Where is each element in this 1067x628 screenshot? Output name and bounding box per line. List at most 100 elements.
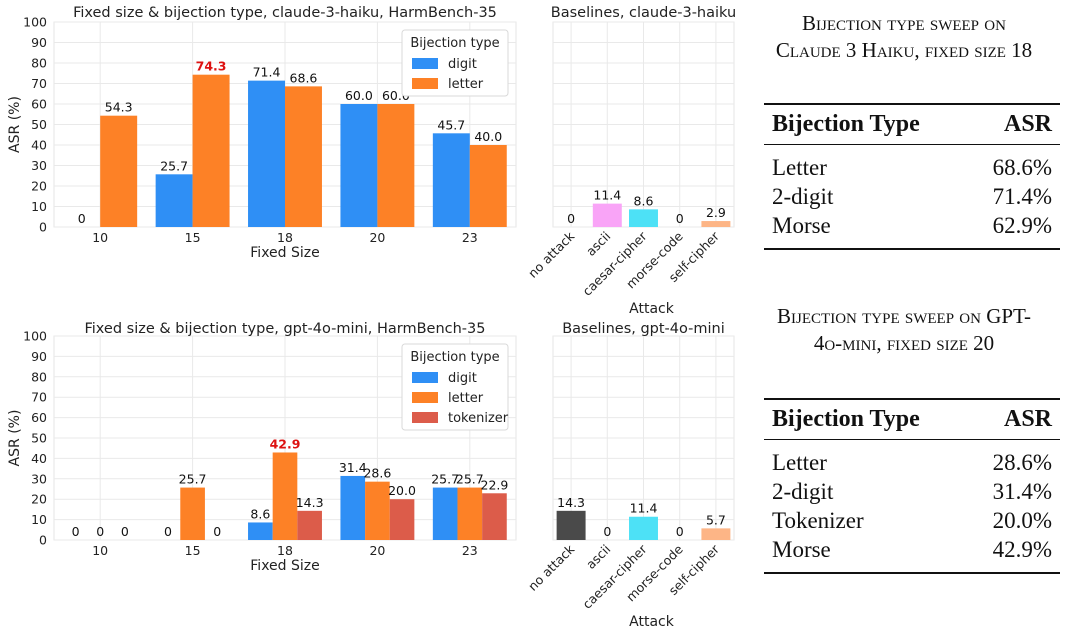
x-tick-label: 10 bbox=[92, 543, 108, 558]
table-2-row-asr: 28.6% bbox=[992, 450, 1052, 475]
bar-digit bbox=[248, 522, 273, 540]
bar-value-label: 0 bbox=[164, 524, 172, 539]
bar-value-label: 54.3 bbox=[105, 100, 133, 115]
y-tick-label: 60 bbox=[31, 97, 47, 112]
bar-letter bbox=[469, 145, 507, 227]
y-tick-label: 0 bbox=[39, 220, 47, 235]
y-tick-label: 80 bbox=[31, 56, 47, 71]
x-tick-label: 15 bbox=[185, 543, 201, 558]
bar-letter bbox=[365, 481, 390, 540]
bar-no-attack bbox=[556, 510, 586, 540]
table-1-header-type: Bijection Type bbox=[772, 111, 920, 137]
table-1-row-type: Letter bbox=[772, 155, 827, 180]
x-tick-label: 20 bbox=[369, 543, 385, 558]
bar-value-label: 25.7 bbox=[456, 472, 484, 487]
x-tick-label: no attack bbox=[525, 541, 578, 594]
y-tick-label: 100 bbox=[23, 329, 47, 344]
legend-swatch-letter bbox=[412, 392, 438, 403]
bar-value-label: 0 bbox=[72, 524, 80, 539]
table-2-header-asr: ASR bbox=[1003, 406, 1052, 432]
bar-value-label: 0 bbox=[676, 211, 684, 226]
table-1-row-asr: 68.6% bbox=[992, 155, 1052, 180]
bar-value-label: 31.4 bbox=[339, 460, 367, 475]
table-1-row-asr: 71.4% bbox=[992, 184, 1052, 209]
table-1-row-type: Morse bbox=[772, 213, 831, 238]
bar-value-label: 45.7 bbox=[437, 117, 465, 132]
table-2-row-type: 2-digit bbox=[772, 479, 834, 504]
y-tick-label: 10 bbox=[31, 512, 47, 527]
y-tick-label: 40 bbox=[31, 451, 47, 466]
table-2-row-asr: 31.4% bbox=[992, 479, 1052, 504]
chart-title: Baselines, gpt-4o-mini bbox=[562, 321, 725, 337]
x-tick-label: 15 bbox=[185, 230, 201, 245]
legend-title: Bijection type bbox=[410, 350, 499, 365]
legend-swatch-digit bbox=[412, 372, 438, 383]
y-tick-label: 20 bbox=[31, 179, 47, 194]
bar-letter bbox=[285, 86, 322, 228]
bar-value-label: 14.3 bbox=[557, 495, 585, 510]
y-tick-label: 50 bbox=[31, 431, 47, 446]
bar-value-label: 22.9 bbox=[481, 477, 509, 492]
bar-tokenizer bbox=[389, 499, 415, 540]
bar-letter bbox=[192, 74, 230, 227]
x-tick-label: 18 bbox=[277, 543, 293, 558]
x-axis-label: Attack bbox=[629, 614, 675, 628]
chart-title: Baselines, claude-3-haiku bbox=[551, 5, 736, 21]
bar-value-label: 5.7 bbox=[706, 512, 726, 527]
legend-label: digit bbox=[448, 57, 477, 72]
y-tick-label: 70 bbox=[31, 76, 47, 91]
y-tick-label: 40 bbox=[31, 138, 47, 153]
legend-label: digit bbox=[448, 371, 477, 386]
bar-value-label: 0 bbox=[567, 211, 575, 226]
bar-tokenizer bbox=[482, 493, 507, 540]
bar-digit bbox=[432, 133, 470, 227]
x-tick-label: ascii bbox=[583, 542, 613, 572]
y-tick-label: 60 bbox=[31, 410, 47, 425]
bar-value-label: 25.7 bbox=[179, 472, 207, 487]
table-2-row-asr: 20.0% bbox=[992, 508, 1052, 533]
bar-letter bbox=[377, 104, 415, 227]
x-tick-label: ascii bbox=[583, 229, 613, 259]
bar-digit bbox=[248, 80, 285, 227]
bar-value-label: 60.0 bbox=[345, 88, 373, 103]
x-tick-label: no attack bbox=[525, 228, 578, 281]
bar-digit bbox=[432, 487, 458, 540]
x-tick-label: 18 bbox=[277, 230, 293, 245]
bar-value-label: 28.6 bbox=[363, 466, 391, 481]
y-tick-label: 70 bbox=[31, 390, 47, 405]
x-tick-label: 23 bbox=[462, 543, 478, 558]
legend-label: tokenizer bbox=[448, 411, 509, 426]
bar-value-label: 71.4 bbox=[253, 65, 281, 80]
bar-letter bbox=[100, 115, 138, 227]
y-tick-label: 80 bbox=[31, 369, 47, 384]
bar-value-label: 68.6 bbox=[290, 70, 318, 85]
bar-value-label: 74.3 bbox=[196, 59, 227, 74]
legend-label: letter bbox=[448, 391, 484, 406]
table-2-caption: Bijection type sweep on GPT-4o-mini, fix… bbox=[777, 304, 1031, 355]
table-2-row-type: Tokenizer bbox=[772, 508, 864, 533]
table-2-row-asr: 42.9% bbox=[992, 537, 1052, 562]
bar-caesar-cipher bbox=[629, 516, 658, 540]
table-1-header-asr: ASR bbox=[1003, 111, 1052, 137]
bar-value-label: 0 bbox=[96, 524, 104, 539]
legend-swatch-tokenizer bbox=[412, 412, 438, 423]
bar-value-label: 8.6 bbox=[634, 193, 654, 208]
bar-value-label: 0 bbox=[121, 524, 129, 539]
bar-caesar-cipher bbox=[629, 209, 658, 227]
bar-digit bbox=[155, 174, 193, 227]
table-1-row-asr: 62.9% bbox=[992, 213, 1052, 238]
y-tick-label: 0 bbox=[39, 533, 47, 548]
y-tick-label: 100 bbox=[23, 15, 47, 30]
x-tick-label: 20 bbox=[369, 230, 385, 245]
bar-value-label: 42.9 bbox=[270, 436, 301, 451]
bar-value-label: 0 bbox=[676, 524, 684, 539]
table-1-row-type: 2-digit bbox=[772, 184, 834, 209]
bar-value-label: 25.7 bbox=[160, 158, 188, 173]
bar-value-label: 14.3 bbox=[296, 495, 324, 510]
bar-value-label: 20.0 bbox=[388, 483, 416, 498]
bar-self-cipher bbox=[701, 221, 731, 227]
x-axis-label: Fixed Size bbox=[250, 558, 319, 574]
y-tick-label: 30 bbox=[31, 471, 47, 486]
bar-letter bbox=[180, 487, 205, 540]
